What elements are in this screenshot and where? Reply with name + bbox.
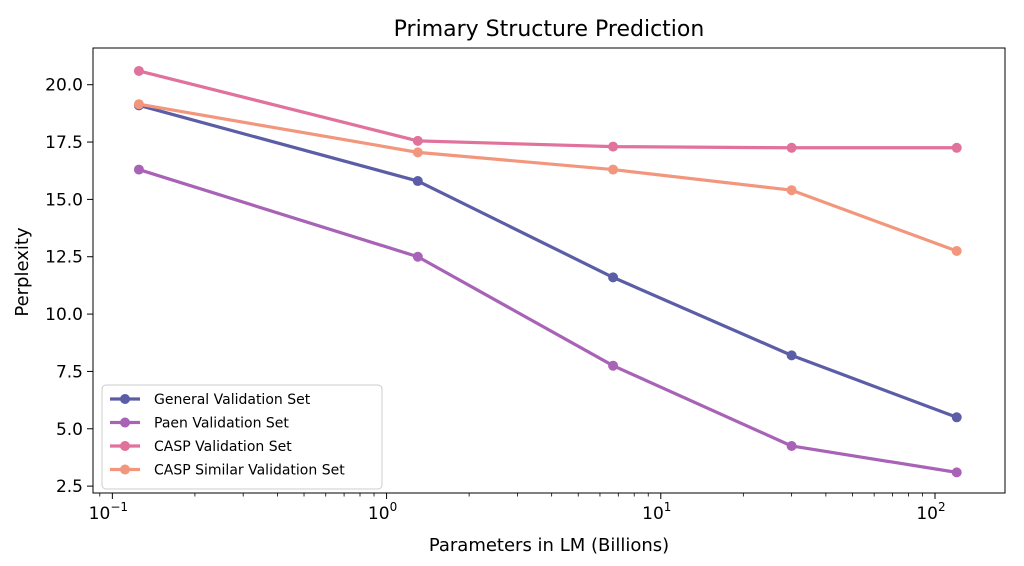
series-line xyxy=(138,69,957,150)
legend-label: CASP Similar Validation Set xyxy=(154,463,345,479)
x-tick-label: 102 xyxy=(916,500,945,524)
y-tick-label: 7.5 xyxy=(56,362,83,382)
legend-item: CASP Validation Set xyxy=(110,439,292,455)
data-point xyxy=(608,141,619,152)
x-axis-label: Parameters in LM (Billions) xyxy=(429,535,669,556)
chart-title: Primary Structure Prediction xyxy=(394,17,705,42)
data-point xyxy=(133,99,144,110)
data-point xyxy=(951,412,962,423)
data-point xyxy=(786,185,797,196)
x-tick-label: 100 xyxy=(368,500,397,524)
legend-label: CASP Validation Set xyxy=(154,439,292,455)
y-tick-label: 20.0 xyxy=(45,76,83,96)
axis-ticks: 2.5 5.0 7.5 10.0 12.5 15.0 17.5 20.0 10−1 100 101 1… xyxy=(45,76,946,524)
legend-marker xyxy=(120,417,130,428)
y-axis-label: Perplexity xyxy=(12,227,33,317)
data-point xyxy=(608,272,619,283)
legend-item: CASP Similar Validation Set xyxy=(110,463,345,479)
legend-box xyxy=(101,384,383,490)
data-point xyxy=(786,142,797,153)
legend-item: General Validation Set xyxy=(110,392,311,408)
y-tick-label: 5.0 xyxy=(56,420,83,440)
legend: General Validation Set Paen Validation Se… xyxy=(101,384,383,490)
data-point xyxy=(608,360,619,371)
x-tick-label: 101 xyxy=(642,500,671,524)
x-tick-label: 10−1 xyxy=(89,500,128,524)
legend-label: General Validation Set xyxy=(154,392,311,408)
series-layer xyxy=(133,65,962,478)
data-point xyxy=(786,440,797,451)
legend-marker xyxy=(120,441,130,451)
series-2 xyxy=(133,164,962,478)
data-point xyxy=(412,135,423,146)
data-point xyxy=(786,350,797,361)
data-point xyxy=(133,65,144,76)
series-4 xyxy=(133,99,962,257)
series-line xyxy=(138,103,958,419)
data-point xyxy=(412,147,423,158)
series-line xyxy=(138,102,958,253)
data-point xyxy=(951,142,962,153)
y-tick-label: 15.0 xyxy=(45,190,83,210)
y-tick-label: 10.0 xyxy=(45,305,83,325)
legend-label: Paen Validation Set xyxy=(154,416,289,432)
data-point xyxy=(951,246,962,257)
data-point xyxy=(412,251,423,262)
legend-marker xyxy=(120,394,130,404)
y-tick-label: 2.5 xyxy=(56,477,83,497)
data-point xyxy=(608,164,619,175)
legend-marker xyxy=(120,464,130,475)
data-point xyxy=(951,467,962,478)
data-point xyxy=(412,176,423,187)
legend-item: Paen Validation Set xyxy=(110,416,289,432)
y-tick-label: 17.5 xyxy=(45,133,83,153)
data-point xyxy=(133,164,144,175)
series-3 xyxy=(133,65,962,153)
y-tick-label: 12.5 xyxy=(45,248,83,268)
plot-frame xyxy=(92,47,1006,494)
